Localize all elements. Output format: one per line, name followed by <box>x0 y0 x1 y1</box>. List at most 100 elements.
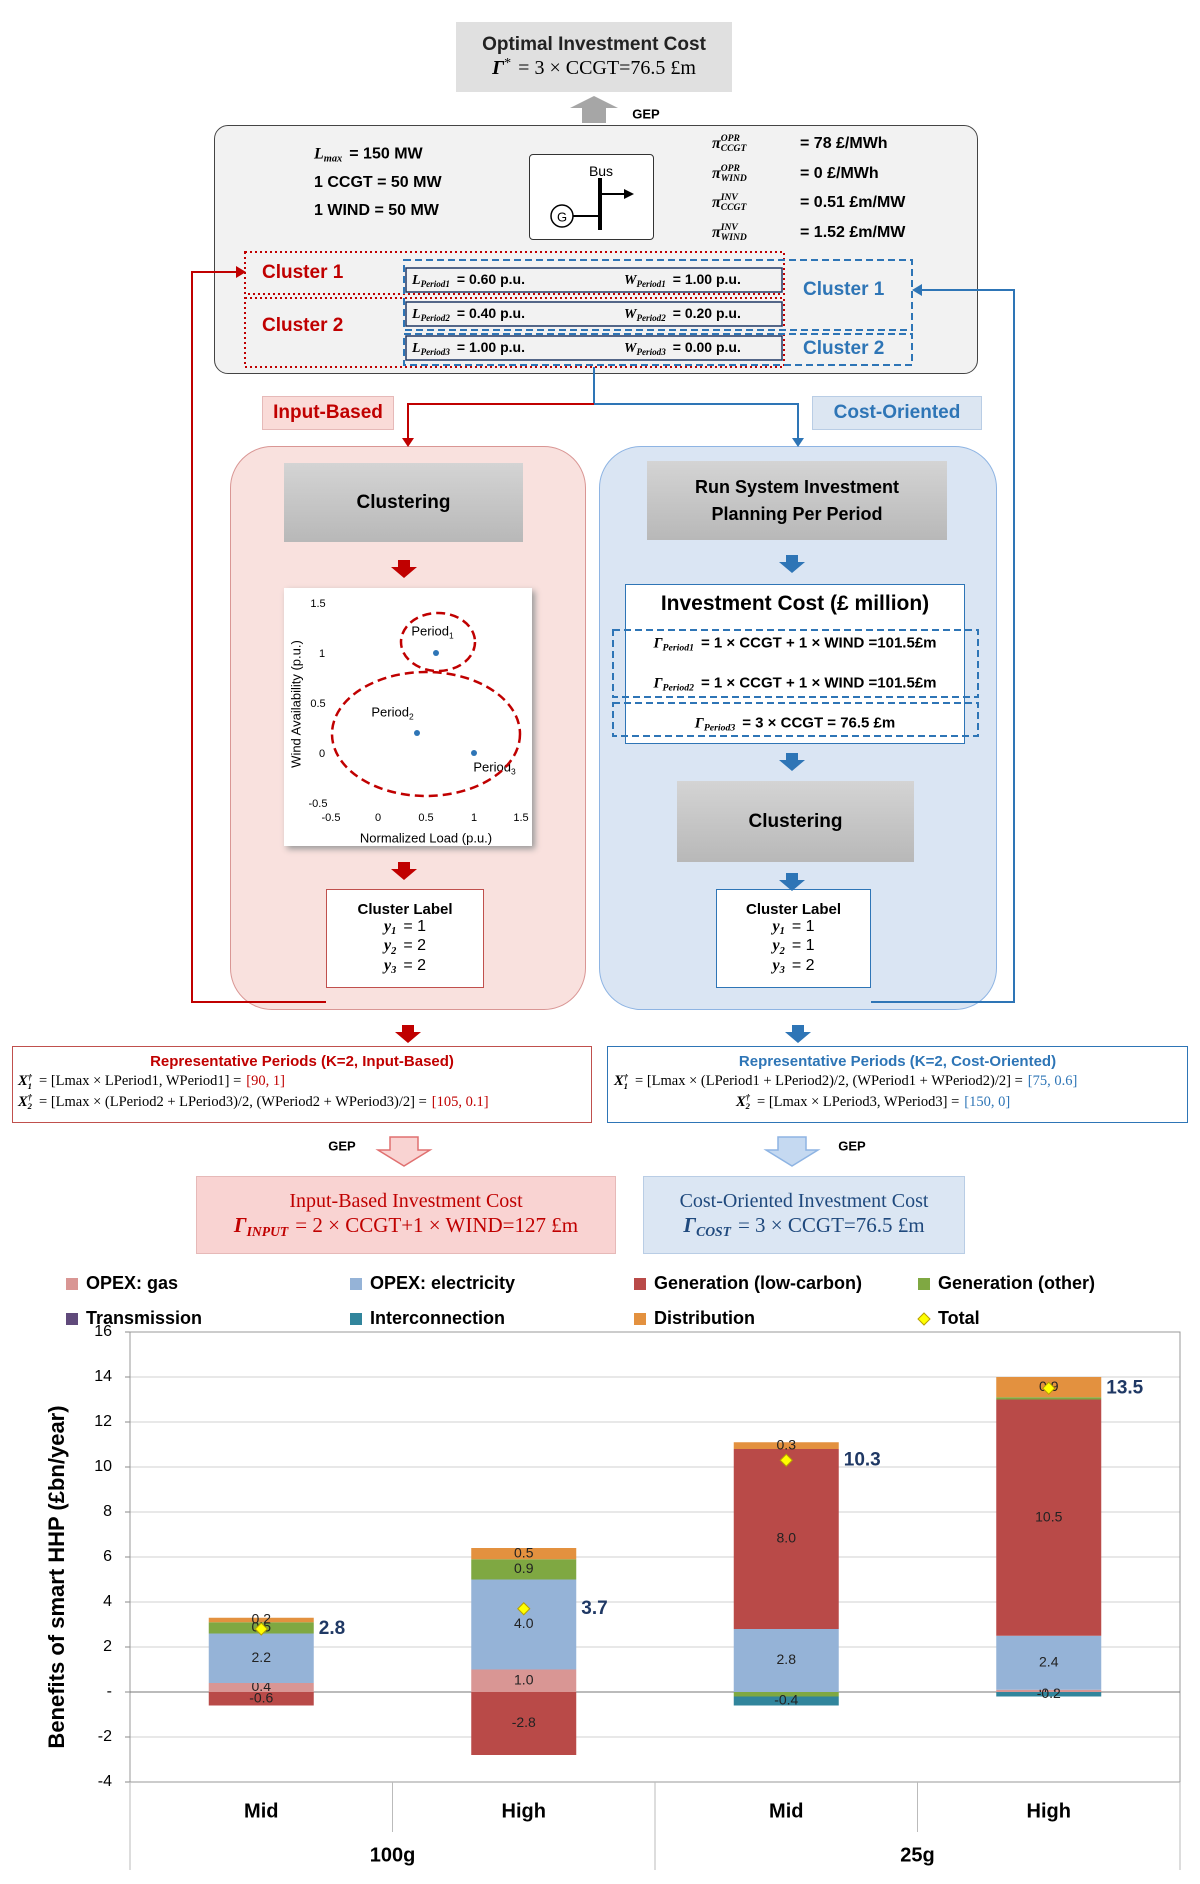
data-label: 0.9 <box>514 1560 534 1576</box>
period-wind: WPeriod1 = 1.00 p.u. <box>624 271 741 289</box>
text: = [Lmax × (LPeriod1 + LPeriod2)/2, (WPer… <box>635 1073 1023 1090</box>
symbol: X <box>18 1073 28 1090</box>
symbol: W <box>624 273 637 288</box>
bar-segment <box>208 1633 314 1683</box>
x-tick-label: High <box>502 1800 546 1822</box>
text: = 3 × CCGT=76.5 £m <box>518 57 696 79</box>
symbol-group: WPeriod1 <box>624 271 669 289</box>
legend-swatch <box>634 1313 646 1325</box>
result-formula: ΓINPUT = 2 × CCGT+1 × WIND=127 £m <box>234 1213 578 1240</box>
input-based-label: Input-Based <box>262 396 394 430</box>
symbol-group: Period2 <box>371 705 416 722</box>
symbol: π <box>712 135 721 153</box>
input-cluster-label-box: Cluster Label y1 = 1 y2 = 2 y3 = 2 <box>326 889 484 988</box>
bar-segment <box>471 1692 577 1755</box>
cost-cost-result: Cost-Oriented Investment Cost ΓCOST = 3 ×… <box>643 1176 965 1254</box>
index-stack: † 1 <box>624 1072 628 1091</box>
bar-segment <box>471 1559 577 1580</box>
symbol-group: Period3 <box>473 760 518 777</box>
legend-label: Interconnection <box>370 1308 505 1328</box>
inset-point-label: Period1 <box>411 624 456 641</box>
text: = 3 × CCGT = 76.5 £m <box>742 714 896 732</box>
cost-cluster-label: Cluster 1 <box>803 279 885 300</box>
text: = 1 <box>791 937 815 955</box>
optimal-cost-box: Optimal Investment Cost Γ* = 3 × CCGT=76.… <box>456 22 732 92</box>
subscript: Period2 <box>420 312 450 323</box>
text: = [Lmax × LPeriod3, WPeriod3] = <box>757 1093 960 1110</box>
symbol: π <box>712 165 721 183</box>
generator-label: G <box>556 209 568 225</box>
superscript: † <box>27 1072 33 1082</box>
bar-segment <box>996 1397 1102 1400</box>
symbol: Γ <box>683 1212 697 1237</box>
y-tick-label: 12 <box>94 1413 112 1430</box>
data-label: -0.6 <box>249 1689 273 1705</box>
symbol: y <box>384 918 392 936</box>
symbol-group: y3 <box>384 957 399 976</box>
symbol-group: ΓPeriod3 <box>695 715 738 734</box>
result: [75, 0.6] <box>1027 1073 1078 1090</box>
inset-x-tick: 0 <box>374 812 382 824</box>
group-label: 25g <box>900 1844 934 1866</box>
cluster-label-line: y2 = 1 <box>773 937 815 956</box>
bar-segment <box>471 1548 577 1560</box>
planning-step: Run System Investment Planning Per Perio… <box>647 461 947 540</box>
text: = 2 <box>403 956 426 974</box>
inset-y-tick: 0.5 <box>310 698 326 710</box>
inset-y-tick: 1.5 <box>310 598 326 610</box>
text: = [Lmax × (LPeriod2 + LPeriod3)/2, (WPer… <box>39 1093 427 1110</box>
text: 1 WIND = 50 MW <box>314 202 439 219</box>
cluster-label-line: y2 = 2 <box>384 937 426 956</box>
representative-line: X † 2 = [Lmax × (LPeriod2 + LPeriod3)/2, (W… <box>18 1093 591 1111</box>
result: [105, 0.1] <box>431 1093 489 1110</box>
superscript: INV <box>720 191 738 203</box>
symbol: y <box>384 937 392 955</box>
period-load: LPeriod3 = 1.00 p.u. <box>412 339 525 357</box>
subscript: WIND <box>720 173 747 184</box>
text: = 2 <box>791 956 815 974</box>
period-load: LPeriod2 = 0.40 p.u. <box>412 305 525 323</box>
inset-x-tick: -0.5 <box>321 812 341 824</box>
gep-arrow <box>763 1136 821 1167</box>
representative-line: X † 2 = [Lmax × LPeriod3, WPeriod3] = [150, … <box>736 1093 1187 1111</box>
index-stack: OPR WIND <box>720 163 747 184</box>
data-label: 0.5 <box>514 1544 534 1560</box>
total-label: 3.7 <box>581 1598 607 1619</box>
bar-segment <box>996 1692 1102 1697</box>
text: = 2 <box>403 937 426 955</box>
text: = 0 £/MWh <box>800 165 879 183</box>
cluster-label-line: y3 = 2 <box>773 957 815 976</box>
price-param: π INV CCGT = 0.51 £m/MW <box>712 191 905 213</box>
symbol-group: X † 1 <box>18 1072 35 1091</box>
text: = 1 <box>403 918 426 936</box>
inset-point-label: Period2 <box>371 705 416 722</box>
symbol-group: ΓPeriod1 <box>653 635 696 654</box>
symbol-group: Lmax <box>314 145 345 164</box>
legend-label: Distribution <box>654 1308 755 1328</box>
data-label: 2.2 <box>252 1649 272 1665</box>
cost-representative-box: Representative Periods (K=2, Cost-Orient… <box>607 1046 1188 1123</box>
result-title: Cost-Oriented Investment Cost <box>679 1189 929 1212</box>
symbol: Γ <box>233 1212 247 1237</box>
total-label: 10.3 <box>844 1449 881 1470</box>
y-tick-label: 2 <box>103 1638 112 1655</box>
legend-label: Generation (other) <box>938 1273 1095 1293</box>
symbol-group: y2 <box>384 937 399 956</box>
total-marker <box>254 1622 268 1636</box>
clustering-step: Clustering <box>677 781 914 862</box>
symbol-group: π OPR WIND <box>712 163 800 184</box>
symbol-group: Γ* <box>492 56 514 79</box>
legend-swatch <box>917 1312 931 1326</box>
index-stack: † 1 <box>27 1072 33 1091</box>
input-cluster-label: Cluster 1 <box>262 262 344 283</box>
y-tick-label: 4 <box>103 1593 112 1610</box>
cluster-label-line: y3 = 2 <box>384 957 426 976</box>
bar-segment <box>471 1579 577 1670</box>
subscript: INPUT <box>246 1224 289 1240</box>
superscript: INV <box>720 221 738 233</box>
y-tick-label: 16 <box>94 1323 112 1340</box>
chart: OPEX: gas OPEX: electricity Generation (lo… <box>44 1273 1181 1870</box>
bar-segment <box>471 1669 577 1692</box>
bar-segment <box>996 1399 1102 1636</box>
symbol: L <box>314 145 324 163</box>
